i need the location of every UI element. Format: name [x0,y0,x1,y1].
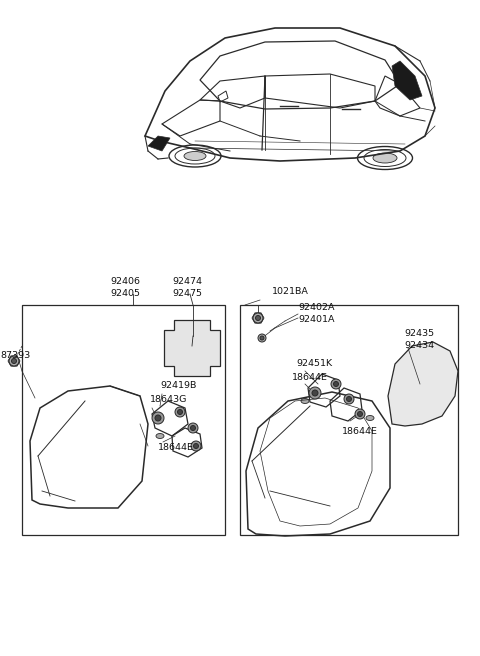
Circle shape [152,412,164,424]
Polygon shape [164,320,220,376]
Circle shape [258,334,266,342]
Circle shape [358,411,362,417]
Polygon shape [148,136,170,151]
Circle shape [334,382,338,386]
Circle shape [155,415,161,421]
Polygon shape [388,342,458,426]
Text: 18644E: 18644E [292,373,328,382]
Text: 92402A: 92402A [298,304,335,312]
Text: 1021BA: 1021BA [272,287,309,295]
Text: 18644E: 18644E [342,428,378,436]
Circle shape [178,409,182,415]
Text: 92401A: 92401A [298,316,335,325]
Circle shape [9,356,19,366]
Circle shape [312,390,318,396]
Circle shape [191,426,195,430]
Ellipse shape [184,152,206,161]
Circle shape [191,441,201,451]
Text: 92475: 92475 [172,289,202,298]
Circle shape [12,358,16,363]
Text: 18643G: 18643G [150,394,187,403]
Text: 92434: 92434 [404,342,434,350]
Text: 18644E: 18644E [158,443,194,453]
Circle shape [193,443,199,449]
Circle shape [188,423,198,433]
Text: 92406: 92406 [110,276,140,285]
Circle shape [175,407,185,417]
Circle shape [260,336,264,340]
Ellipse shape [366,415,374,420]
Polygon shape [392,61,422,100]
Ellipse shape [373,153,397,163]
Circle shape [331,379,341,389]
Circle shape [347,396,351,401]
Text: 92451K: 92451K [296,359,332,369]
Text: 92435: 92435 [404,329,434,338]
Text: 92474: 92474 [172,276,202,285]
Circle shape [255,316,261,321]
Text: 92405: 92405 [110,289,140,298]
Text: 92419B: 92419B [160,382,196,390]
Circle shape [344,394,354,404]
Ellipse shape [156,434,164,438]
Text: 87393: 87393 [0,352,30,361]
Ellipse shape [301,398,309,403]
Circle shape [355,409,365,419]
Circle shape [253,313,263,323]
Circle shape [309,387,321,399]
